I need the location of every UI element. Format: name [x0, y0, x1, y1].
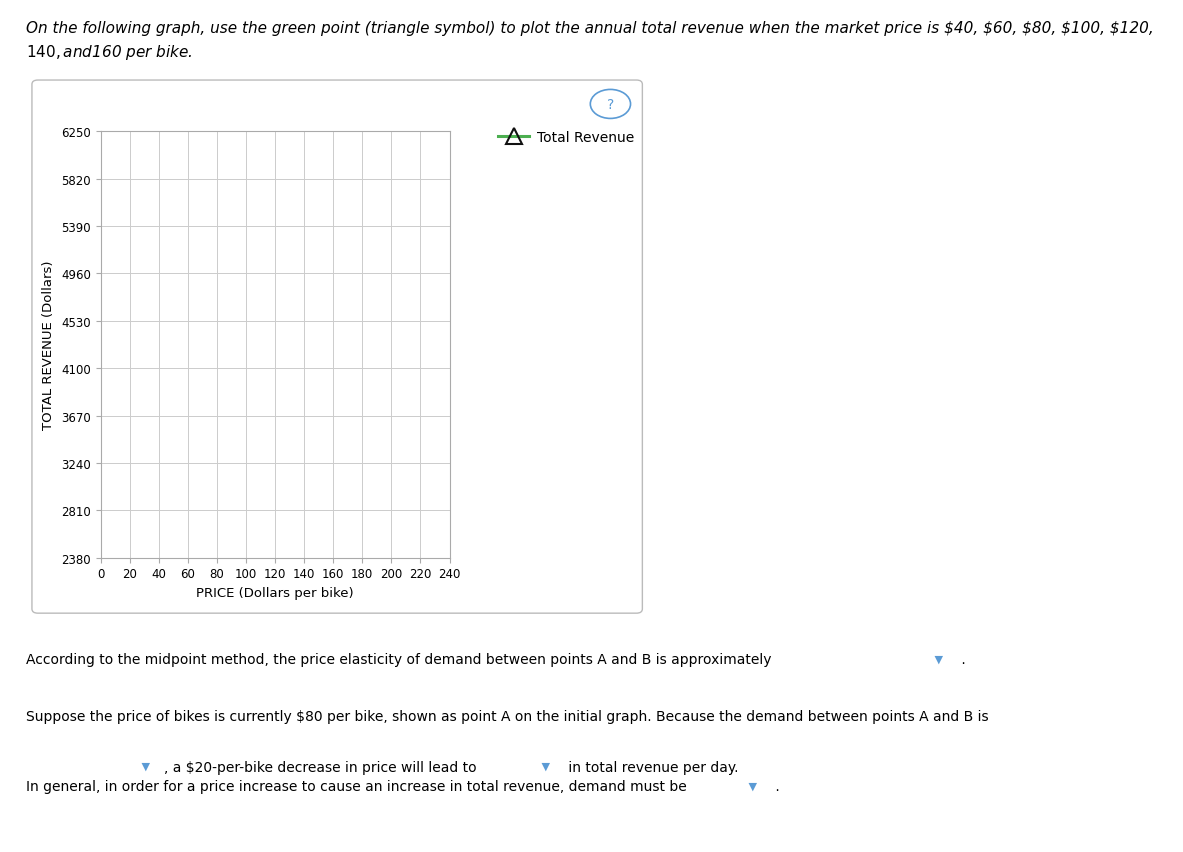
Text: $140, and $160 per bike.: $140, and $160 per bike. [26, 43, 193, 61]
Text: According to the midpoint method, the price elasticity of demand between points : According to the midpoint method, the pr… [26, 652, 771, 665]
Text: .: . [771, 780, 780, 793]
Text: in total revenue per day.: in total revenue per day. [564, 760, 739, 774]
Text: , a $20-per-bike decrease in price will lead to: , a $20-per-bike decrease in price will … [164, 760, 477, 774]
Text: ▼: ▼ [138, 761, 150, 771]
Text: ▼: ▼ [538, 761, 550, 771]
Text: In general, in order for a price increase to cause an increase in total revenue,: In general, in order for a price increas… [26, 780, 687, 793]
Text: .: . [957, 652, 965, 665]
Y-axis label: TOTAL REVENUE (Dollars): TOTAL REVENUE (Dollars) [43, 261, 56, 429]
Text: ▼: ▼ [931, 654, 943, 665]
Text: Suppose the price of bikes is currently $80 per bike, shown as point A on the in: Suppose the price of bikes is currently … [26, 709, 989, 722]
X-axis label: PRICE (Dollars per bike): PRICE (Dollars per bike) [196, 586, 354, 599]
Text: ▼: ▼ [745, 780, 757, 791]
Text: On the following graph, use the green point (triangle symbol) to plot the annual: On the following graph, use the green po… [26, 21, 1153, 37]
Text: ?: ? [607, 98, 614, 112]
Legend: Total Revenue: Total Revenue [498, 130, 634, 145]
